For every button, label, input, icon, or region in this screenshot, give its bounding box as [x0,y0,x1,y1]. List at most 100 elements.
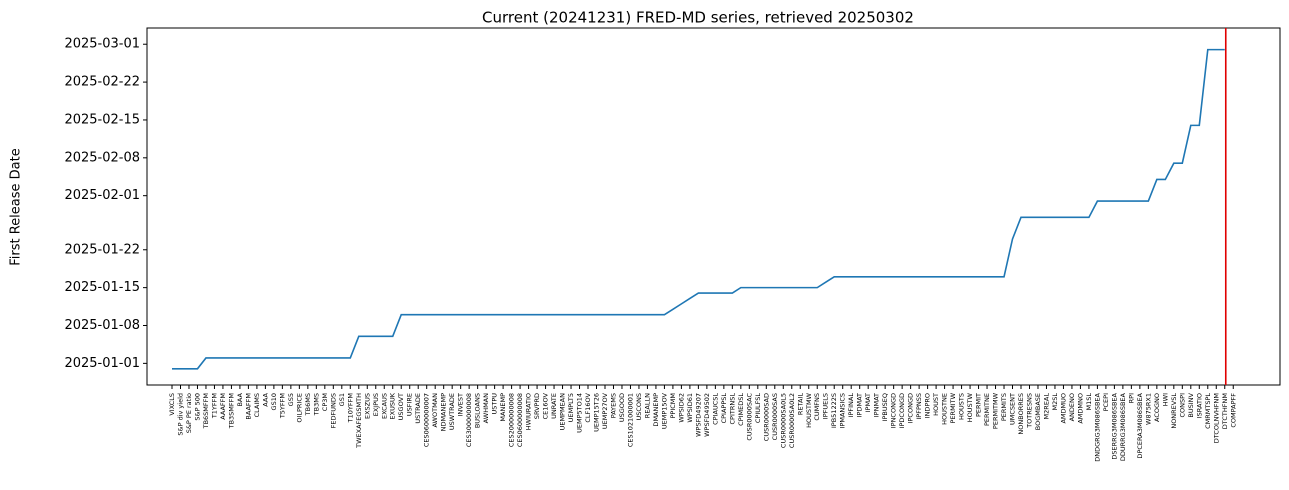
x-tick-label: PERMIT [975,393,983,417]
x-tick-label: INDPRO [924,393,932,418]
x-tick-label: OILPRICE [295,393,303,423]
x-tick-label: USTPU [491,393,499,415]
x-tick-label: IPFPNSS [915,393,923,420]
x-tick-label: PERMITMW [992,392,1000,429]
x-tick-label: TB6MS [304,393,312,416]
x-tick-label: USCONS [635,393,643,421]
x-tick-label: CPIAPPSL [720,393,728,424]
x-tick-label: DTCOLNVHFNM [1212,393,1220,443]
x-tick-label: CES3000000008 [465,393,473,447]
x-tick-label: IPDCONGD [898,393,906,428]
x-tick-label: DNDGRG3M086SBEA [1093,392,1101,461]
x-tick-label: IPB51222S [830,393,838,428]
x-tick-label: MANEMP [499,393,507,422]
x-tick-label: TB6SMFFM [202,393,210,429]
x-tick-label: CES2000000008 [508,393,516,447]
x-tick-label: IPFINAL [847,393,855,418]
x-tick-label: CES0600000007 [423,393,431,447]
x-tick-label: UEMP5TO14 [576,393,584,433]
x-tick-label: CUMFNS [813,393,821,421]
x-tick-label: CMRMTSPL [1204,393,1212,429]
x-tick-label: M2SL [1051,393,1059,411]
x-tick-label: T10YFFM [346,393,354,423]
x-tick-label: USTRADE [414,393,422,424]
x-tick-label: M2REAL [1042,393,1050,420]
x-tick-label: DSERRG3M086SBEA [1110,392,1118,459]
x-tick-label: CUSR0000SA0L5 [779,393,787,448]
x-tick-label: CUSR0000SA0L2 [788,393,796,448]
y-tick-label: 2025-02-08 [64,150,140,165]
x-tick-label: AWHMAN [482,393,490,423]
x-tick-label: TB3SMFFM [227,393,235,429]
x-tick-label: WPSID62 [677,393,685,423]
x-tick-label: BUSINV [1187,392,1195,417]
x-tick-label: S&P 500 [193,393,201,421]
x-tick-label: EXCAUS [380,393,388,419]
x-tick-label: RETAIL [796,393,804,415]
x-tick-label: INVEST [457,393,465,416]
x-tick-label: BAAFFM [244,393,252,420]
x-tick-label: CUSR0000SAS [771,393,779,440]
x-tick-label: DPCERA3M086SBEA [1136,392,1144,458]
x-tick-label: HOUST [932,393,940,416]
x-tick-label: IPDMAT [856,393,864,417]
x-tick-label: GS1 [338,393,346,406]
x-tick-label: AAA [261,392,269,406]
plot-frame [146,27,1281,386]
x-tick-label: GS5 [287,393,295,406]
x-tick-label: ANDENO [1068,393,1076,421]
x-tick-label: IPNMAT [873,393,881,417]
x-tick-label: PPICMM [669,393,677,419]
x-tick-label: CES1021000001 [626,393,634,447]
x-tick-label: EXUSUK [389,392,397,419]
x-tick-label: IPNCONGD [890,393,898,428]
x-tick-label: HOUSTW [966,392,974,422]
x-tick-label: T1YFFM [210,393,218,419]
x-tick-label: T5YFFM [278,393,286,419]
x-tick-label: HOUSTNE [941,393,949,425]
x-tick-label: BOGMBASE [1034,393,1042,430]
x-tick-label: USWTRADE [448,393,456,430]
x-tick-label: COMPAPFF [1229,393,1237,428]
x-tick-label: FEDFUNDS [329,393,337,428]
x-tick-label: DMANEMP [652,393,660,427]
y-tick-label: 2025-02-15 [64,112,140,127]
x-tick-label: CUSR0000SAD [762,393,770,441]
x-tick-label: TOTRESNS [1025,393,1033,429]
x-tick-label: PERMITW [949,392,957,423]
x-tick-label: DTCTHFNM [1221,393,1229,429]
x-tick-label: HOUSTS [958,393,966,420]
x-tick-label: UEMP27OV [601,392,609,429]
x-tick-label: ISRATIO [1195,393,1203,418]
x-tick-label: VIXCLS [168,393,176,416]
x-tick-label: NDMANEMP [440,393,448,431]
x-tick-label: PERMITS [1000,393,1008,421]
y-tick-label: 2025-01-15 [64,280,140,295]
x-tick-label: IPCONGD [907,393,915,423]
y-tick-label: 2025-01-01 [64,356,140,371]
x-tick-label: M1SL [1085,393,1093,411]
x-tick-label: AWOTMAN [431,393,439,428]
y-tick-label: 2025-02-22 [64,75,140,90]
x-tick-label: WPSFD49207 [694,393,702,437]
x-tick-label: UMCSENT [1009,393,1017,425]
x-tick-label: CLAIMS [253,393,261,417]
x-tick-label: AMDMNO [1076,393,1084,424]
x-tick-label: HWI [1161,393,1169,406]
x-tick-label: USGOOD [618,393,626,422]
x-tick-label: ACOGNO [1153,393,1161,422]
x-tick-label: PERMITNE [983,393,991,426]
x-tick-label: PAYEMS [609,393,617,418]
x-tick-label: S&P PE ratio [185,393,193,433]
x-tick-label: CLF16OV [584,392,592,422]
x-tick-label: CES0600000008 [516,393,524,447]
x-tick-label: HOUSTMW [805,392,813,427]
x-tick-label: W875RX1 [1144,393,1152,425]
x-tick-label: RPI [1127,393,1135,403]
x-tick-label: CPIULFSL [754,393,762,424]
x-tick-label: NONBORRES [1017,393,1025,435]
x-tick-label: SRVPRD [533,393,541,419]
x-tick-label: S&P div yield [176,393,184,436]
x-tick-label: TWEXAFEGSMTH [355,393,363,449]
x-tick-label: TB3MS [312,393,320,416]
